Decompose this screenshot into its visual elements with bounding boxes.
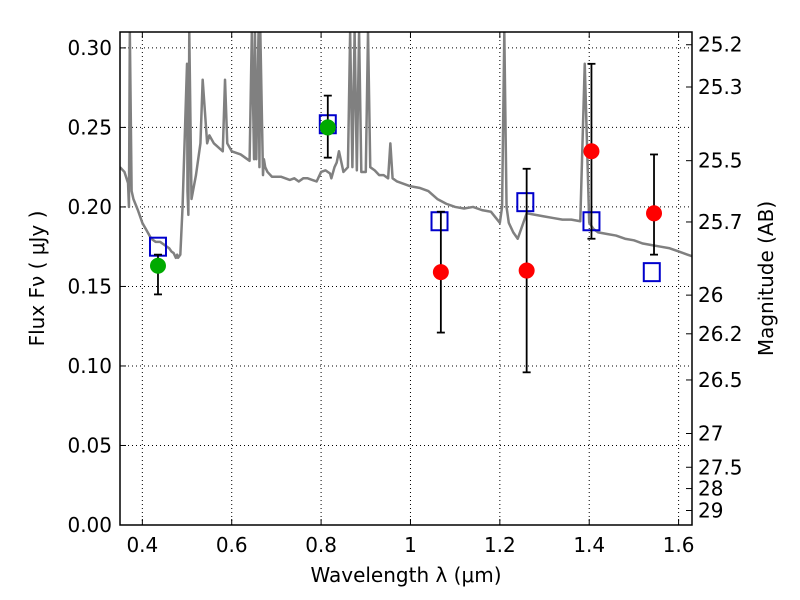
x-tick-label: 0.8 [305, 533, 337, 557]
right-y-tick-label: 25.3 [698, 75, 743, 99]
right-y-tick-label: 25.2 [698, 33, 743, 57]
observed-flux-point [518, 262, 535, 279]
grid-lines [120, 32, 692, 526]
right-y-tick-label: 26.2 [698, 322, 743, 346]
ticks-layer: 0.4 0.6 0.8 1 1.2 1.4 1.6 0.00 0.05 0.10 0.15 0.20 0… [67, 32, 743, 557]
observed-flux-point [432, 264, 449, 281]
right-y-tick-label: 25.7 [698, 210, 743, 234]
right-y-axis-label: Magnitude (AB) [754, 201, 778, 356]
observed-flux-point [149, 257, 166, 274]
x-tick-label: 1.2 [484, 533, 516, 557]
series-layer [120, 32, 692, 374]
y-axis-label: Flux Fν ( μJy ) [25, 211, 49, 347]
x-tick-label: 1.6 [663, 533, 695, 557]
observed-flux-point [646, 205, 663, 222]
y-tick-label: 0.00 [67, 513, 112, 537]
x-tick-label: 1 [404, 533, 417, 557]
y-tick-label: 0.20 [67, 195, 112, 219]
observed-flux-point [583, 143, 600, 160]
x-axis-label: Wavelength λ (μm) [310, 563, 501, 587]
right-y-tick-label: 26.5 [698, 368, 743, 392]
x-tick-label: 0.6 [216, 533, 248, 557]
y-tick-label: 0.10 [67, 354, 112, 378]
x-tick-label: 1.4 [573, 533, 605, 557]
observed-flux-point [319, 119, 336, 136]
right-y-tick-label: 28 [698, 477, 723, 501]
y-tick-label: 0.05 [67, 433, 112, 457]
right-y-tick-label: 26 [698, 283, 723, 307]
y-tick-label: 0.30 [67, 36, 112, 60]
y-tick-label: 0.15 [67, 274, 112, 298]
right-y-tick-label: 27 [698, 421, 723, 445]
right-y-tick-label: 27.5 [698, 455, 743, 479]
model-photometry-square [642, 262, 661, 283]
y-tick-label: 0.25 [67, 115, 112, 139]
model-photometry-square [516, 192, 535, 213]
x-tick-label: 0.4 [126, 533, 158, 557]
right-y-tick-label: 29 [698, 498, 723, 522]
plot-frame [119, 31, 693, 526]
right-y-tick-label: 25.5 [698, 149, 743, 173]
model-spectrum-line [120, 32, 692, 260]
model-photometry-square [430, 211, 449, 232]
